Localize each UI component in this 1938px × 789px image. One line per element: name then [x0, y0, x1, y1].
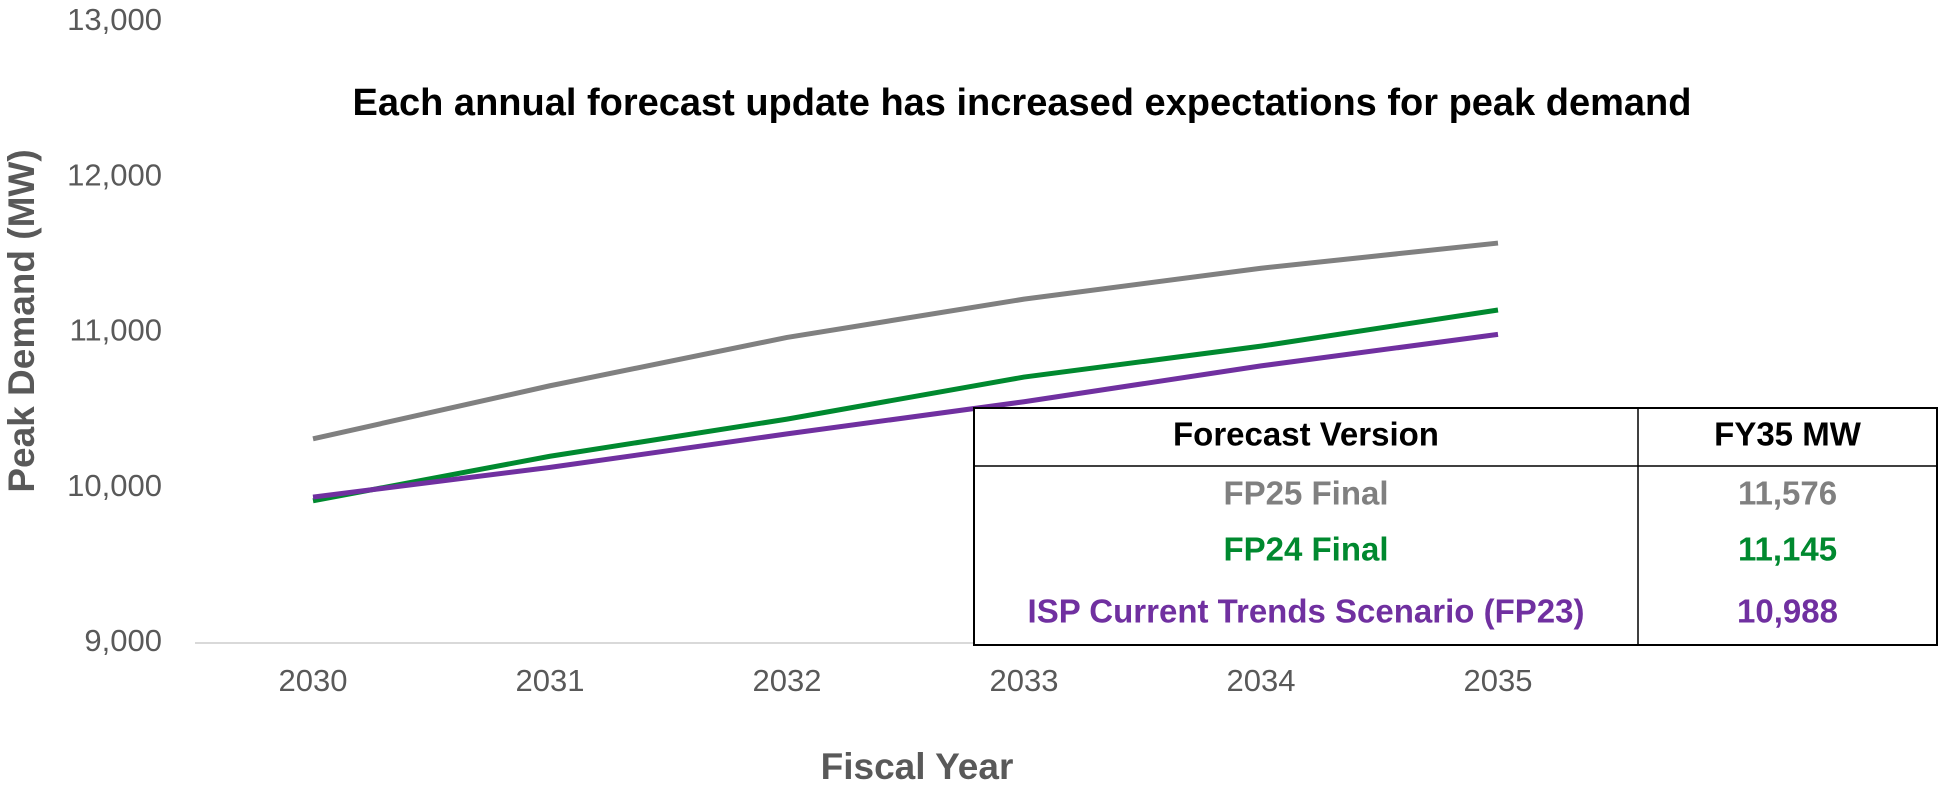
legend-entry: FP25 Final: [1223, 475, 1388, 512]
legend-entry: ISP Current Trends Scenario (FP23): [1028, 593, 1585, 630]
chart-title: Each annual forecast update has increase…: [353, 82, 1692, 124]
x-tick-label: 2031: [516, 663, 585, 698]
table-frame: [973, 407, 1938, 646]
x-tick-label: 2033: [990, 663, 1059, 698]
y-tick-label: 10,000: [67, 468, 162, 503]
table-value: 11,145: [1738, 531, 1837, 568]
table-value: 11,576: [1738, 475, 1837, 512]
x-tick-label: 2032: [753, 663, 822, 698]
y-tick-label: 13,000: [67, 2, 162, 37]
y-tick-label: 12,000: [67, 157, 162, 192]
x-axis-title: Fiscal Year: [821, 746, 1014, 787]
x-tick-label: 2030: [279, 663, 348, 698]
y-axis-title: Peak Demand (MW): [1, 149, 42, 492]
series-line: [312, 240, 1499, 442]
x-tick-label: 2034: [1227, 663, 1296, 698]
legend-entry: FP24 Final: [1223, 531, 1388, 568]
series-line: [312, 331, 1499, 500]
table-value: 10,988: [1737, 593, 1838, 630]
y-tick-label: 9,000: [84, 623, 162, 658]
y-tick-label: 11,000: [69, 313, 162, 348]
table-header: FY35 MW: [1714, 416, 1862, 453]
table-header: Forecast Version: [1173, 416, 1439, 453]
series-line: [312, 307, 1499, 504]
x-tick-label: 2035: [1464, 663, 1533, 698]
